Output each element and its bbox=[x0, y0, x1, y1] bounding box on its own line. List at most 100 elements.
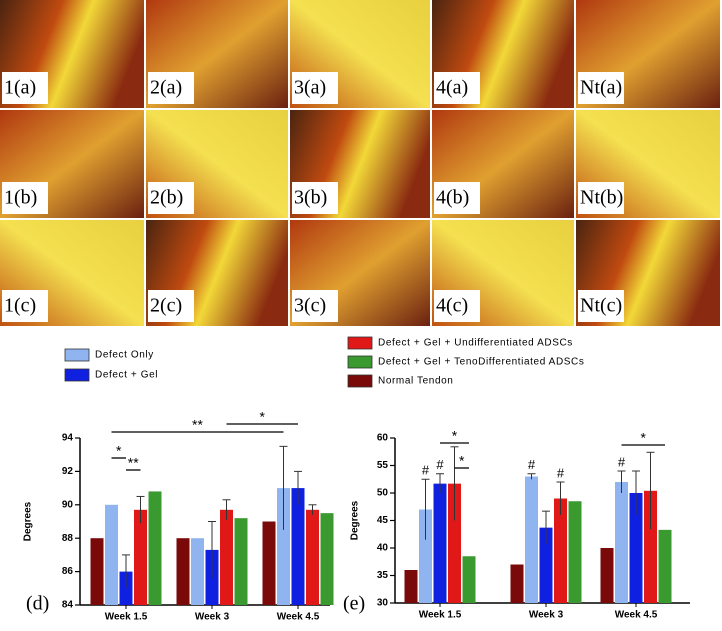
bar bbox=[134, 509, 147, 605]
panel-label: 3(c) bbox=[294, 295, 326, 317]
bar bbox=[176, 538, 190, 605]
panel-label: 3(a) bbox=[294, 77, 326, 99]
panel-label: (d) bbox=[26, 593, 49, 615]
panel-label: 4(b) bbox=[436, 187, 469, 209]
panel-label: 2(b) bbox=[150, 187, 183, 209]
y-tick-label: 30 bbox=[377, 598, 389, 609]
x-tick-label: Week 1.5 bbox=[419, 610, 462, 621]
bar bbox=[404, 570, 418, 603]
bar bbox=[462, 556, 476, 603]
y-tick-label: 88 bbox=[62, 533, 74, 544]
bar bbox=[658, 529, 672, 603]
bar bbox=[600, 548, 614, 603]
y-tick-label: 94 bbox=[62, 433, 74, 444]
legend-swatch bbox=[347, 355, 373, 369]
panel-label: 2(a) bbox=[150, 77, 182, 99]
significance-label: * bbox=[459, 453, 465, 469]
bar bbox=[433, 483, 447, 603]
micrograph-grid: 1(a) 2(a) 3(a) 4(a) Nt(a) 1(b) 2(b) 3(b) 4(b) Nt(… bbox=[0, 0, 720, 326]
panel-label-bg bbox=[2, 72, 48, 104]
panel-label: 3(b) bbox=[294, 187, 327, 209]
x-tick-label: Week 4.5 bbox=[277, 612, 320, 623]
x-tick-label: Week 3 bbox=[529, 610, 564, 621]
bar bbox=[448, 483, 461, 603]
bar bbox=[191, 538, 204, 605]
panel-label-bg bbox=[434, 290, 480, 322]
y-tick-label: 86 bbox=[62, 566, 74, 577]
legend-label: Defect Only bbox=[95, 350, 154, 361]
bar bbox=[148, 491, 162, 605]
y-axis-label: Degrees bbox=[23, 501, 34, 541]
significance-label: # bbox=[422, 463, 430, 478]
panel-label-bg bbox=[434, 72, 480, 104]
x-tick-label: Week 1.5 bbox=[105, 612, 148, 623]
legend-label: Defect + Gel + TenoDifferentiated ADSCs bbox=[378, 357, 584, 368]
legend-swatch bbox=[347, 336, 373, 350]
y-tick-label: 84 bbox=[62, 600, 74, 611]
bar bbox=[291, 488, 305, 605]
panel-label-bg bbox=[148, 182, 194, 214]
significance-label: # bbox=[528, 457, 536, 472]
panel-label-bg bbox=[292, 290, 338, 322]
bar bbox=[234, 518, 248, 605]
legend-swatch bbox=[64, 368, 90, 382]
y-tick-label: 45 bbox=[377, 515, 389, 526]
legend-label: Defect + Gel + Undifferentiated ADSCs bbox=[378, 338, 573, 349]
panel-label-bg bbox=[434, 182, 480, 214]
bar bbox=[629, 493, 643, 603]
x-tick-label: Week 4.5 bbox=[615, 610, 658, 621]
bar bbox=[644, 490, 657, 603]
bar bbox=[525, 476, 538, 603]
significance-label: * bbox=[641, 430, 647, 446]
panel-label-bg bbox=[578, 290, 624, 322]
legend-label: Defect + Gel bbox=[95, 370, 158, 381]
bar bbox=[554, 498, 567, 603]
significance-label: * bbox=[116, 443, 122, 459]
panel-label: (e) bbox=[343, 593, 365, 615]
panel-label: 1(c) bbox=[4, 295, 36, 317]
significance-label: ** bbox=[128, 455, 139, 471]
panel-label-bg bbox=[292, 72, 338, 104]
significance-label: # bbox=[436, 457, 444, 472]
legend-swatch bbox=[347, 374, 373, 388]
bar bbox=[510, 564, 524, 603]
significance-label: # bbox=[618, 454, 626, 469]
y-tick-label: 40 bbox=[377, 543, 389, 554]
panel-label: 4(c) bbox=[436, 295, 468, 317]
significance-label: * bbox=[452, 428, 458, 444]
bar bbox=[105, 504, 118, 605]
panel-label: 2(c) bbox=[150, 295, 182, 317]
y-tick-label: 90 bbox=[62, 499, 74, 510]
bar bbox=[262, 521, 276, 605]
bar bbox=[277, 488, 290, 605]
bar bbox=[320, 513, 334, 605]
panel-label: Nt(b) bbox=[580, 187, 623, 209]
bar bbox=[419, 509, 432, 603]
panel-label-bg bbox=[292, 182, 338, 214]
significance-label: * bbox=[260, 409, 266, 425]
panel-label-bg bbox=[578, 72, 624, 104]
significance-label: # bbox=[557, 465, 565, 480]
legend-label: Normal Tendon bbox=[378, 376, 453, 387]
bar bbox=[220, 509, 233, 605]
bar bbox=[90, 538, 104, 605]
panel-label-bg bbox=[2, 182, 48, 214]
panel-label: 1(b) bbox=[4, 187, 37, 209]
bar bbox=[615, 482, 628, 603]
legend-swatch bbox=[64, 348, 90, 362]
panel-label-bg bbox=[578, 182, 624, 214]
panel-label: Nt(c) bbox=[580, 295, 622, 317]
panel-label: Nt(a) bbox=[580, 77, 622, 99]
panel-label-bg bbox=[2, 290, 48, 322]
significance-label: ** bbox=[192, 417, 203, 433]
x-tick-label: Week 3 bbox=[195, 612, 230, 623]
y-tick-label: 60 bbox=[377, 433, 389, 444]
y-tick-label: 50 bbox=[377, 488, 389, 499]
y-axis-label: Degrees bbox=[350, 500, 361, 540]
bar bbox=[306, 509, 319, 605]
panel-label-bg bbox=[148, 290, 194, 322]
y-tick-label: 35 bbox=[377, 570, 389, 581]
bar bbox=[539, 527, 553, 603]
panel-label-bg bbox=[148, 72, 194, 104]
